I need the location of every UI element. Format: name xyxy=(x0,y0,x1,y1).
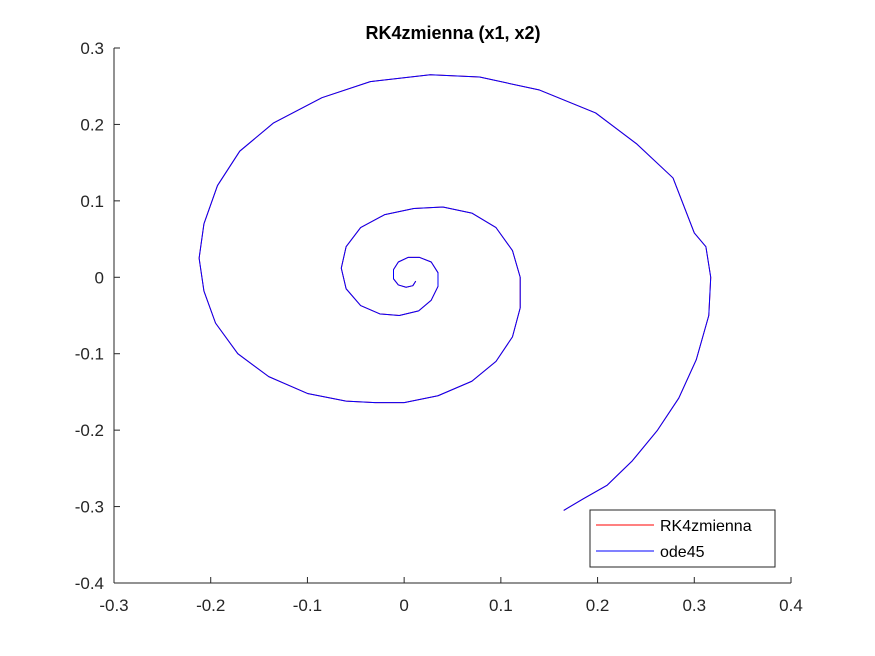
legend: RK4zmienna ode45 xyxy=(589,509,776,568)
y-tick-label: 0 xyxy=(95,268,104,287)
y-tick-label: 0.3 xyxy=(80,39,104,58)
y-tick-label: -0.2 xyxy=(75,421,104,440)
x-tick-label: -0.3 xyxy=(99,596,128,615)
y-tick-label: -0.1 xyxy=(75,345,104,364)
y-tick-label: 0.1 xyxy=(80,192,104,211)
series-line-rk4zmienna xyxy=(198,74,712,511)
x-tick-label: -0.2 xyxy=(196,596,225,615)
y-tick-label: 0.2 xyxy=(80,115,104,134)
legend-box xyxy=(589,509,776,568)
x-tick-label: 0.2 xyxy=(586,596,610,615)
axes: -0.3 -0.2 -0.1 0 0.1 0.2 0.3 0.4 -0.4 -0.3 -0.2 -0.… xyxy=(75,39,803,615)
legend-label-rk4zmienna: RK4zmienna xyxy=(660,518,752,535)
x-tick-label: -0.1 xyxy=(293,596,322,615)
x-tick-label: 0.1 xyxy=(489,596,513,615)
x-tick-label: 0 xyxy=(399,596,408,615)
x-tick-label: 0.4 xyxy=(779,596,803,615)
y-tick-label: -0.4 xyxy=(75,574,104,593)
chart-title: RK4zmienna (x1, x2) xyxy=(365,23,540,43)
series-layer xyxy=(198,74,712,511)
legend-label-ode45: ode45 xyxy=(660,544,705,561)
series-line-ode45 xyxy=(198,74,712,511)
x-tick-label: 0.3 xyxy=(682,596,706,615)
y-tick-label: -0.3 xyxy=(75,498,104,517)
